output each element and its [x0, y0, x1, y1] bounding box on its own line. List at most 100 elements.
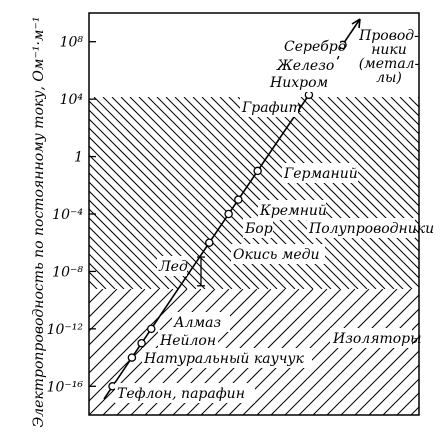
label-silver: Серебро	[284, 39, 346, 55]
label-natural-rubber: Натуральный каучук	[143, 351, 305, 367]
hatch-line	[336, 97, 419, 180]
material-point	[127, 353, 137, 362]
hatch-line	[270, 289, 398, 415]
hatch-line	[89, 289, 104, 304]
label-graphite: Графит	[241, 100, 302, 116]
label-copper-oxide: Окись меди	[233, 247, 320, 263]
conductors-label-line: (метал-	[359, 56, 420, 72]
hatch-line	[89, 118, 260, 289]
hatch-line	[354, 350, 419, 415]
material-point	[234, 195, 243, 204]
hatch-line	[381, 97, 419, 135]
semiconductors-label: Полупроводники	[307, 218, 434, 238]
semiconductor-hatch	[89, 97, 443, 289]
hatch-line	[89, 289, 174, 374]
hatch-line	[309, 97, 419, 207]
hatch-line	[237, 97, 419, 279]
hatch-line	[89, 289, 188, 388]
trend-arrow-right	[358, 18, 361, 29]
y-tick-label: 10⁻¹⁶	[47, 379, 84, 395]
material-point	[253, 166, 262, 176]
hatch-line	[326, 322, 419, 415]
hatch-line	[89, 136, 242, 289]
hatch-line	[210, 97, 404, 289]
y-tick-label: 10⁴	[60, 92, 84, 108]
label-nylon: Нейлон	[159, 333, 216, 349]
hatch-line	[312, 308, 419, 415]
hatch-line	[89, 190, 188, 289]
hatch-line	[89, 253, 125, 289]
hatch-line	[165, 97, 359, 289]
insulators-label-text: Изоляторы	[332, 331, 422, 347]
hatch-line	[246, 97, 419, 270]
hatch-line	[427, 97, 443, 289]
hatch-line	[89, 199, 179, 289]
hatch-line	[327, 97, 419, 189]
hatch-line	[89, 289, 132, 332]
label-diamond: Алмаз	[173, 315, 221, 331]
hatch-line	[89, 289, 160, 360]
conductors-label-line: Провод-	[358, 28, 419, 44]
y-tick-label: 10⁸	[60, 35, 84, 51]
hatch-line	[273, 97, 419, 243]
hatch-line	[89, 289, 146, 346]
hatch-line	[417, 97, 419, 99]
y-tick-label: 10⁻⁸	[52, 264, 83, 280]
hatch-line	[396, 392, 419, 415]
hatch-line	[354, 97, 419, 162]
material-point	[205, 238, 214, 247]
ice-range-marker	[197, 256, 205, 287]
hatch-line	[174, 97, 368, 289]
hatch-line	[89, 226, 152, 289]
label-silicon: Кремний	[259, 203, 327, 219]
label-nichrome: Нихром	[269, 75, 328, 91]
hatch-line	[382, 378, 419, 415]
hatch-line	[300, 97, 419, 216]
hatch-line	[318, 97, 419, 198]
hatch-line	[228, 97, 419, 288]
material-point	[304, 90, 314, 100]
hatch-line	[255, 97, 419, 261]
label-germanium: Германий	[283, 166, 358, 182]
hatch-line	[89, 262, 116, 289]
material-labels: Серебро Железо Нихром Графит Германий Кр…	[115, 36, 358, 403]
label-ice: Лед	[158, 259, 188, 275]
hatch-line	[284, 289, 412, 415]
hatch-line	[89, 271, 107, 289]
label-teflon-paraffin: Тефлон, парафин	[117, 386, 245, 402]
hatch-line	[201, 97, 395, 289]
hatch-line	[256, 289, 384, 415]
y-tick-label: 10⁻¹²	[47, 322, 84, 338]
material-point	[137, 338, 146, 348]
hatch-line	[372, 97, 419, 144]
hatch-line	[192, 97, 386, 289]
hatch-line	[183, 97, 377, 289]
trend-arrow-left	[351, 18, 361, 25]
label-boron: Бор	[244, 221, 273, 237]
hatch-line	[291, 97, 419, 225]
y-tick-label: 1	[74, 150, 83, 166]
hatch-line	[89, 289, 202, 402]
hatch-line	[264, 97, 419, 252]
insulators-label: Изоляторы	[330, 328, 422, 348]
hatch-line	[436, 97, 443, 289]
conductors-label: Провод- ники (метал- лы)	[358, 22, 420, 88]
hatch-line	[408, 97, 419, 108]
label-iron: Железо	[276, 58, 334, 74]
conductors-label-line: лы)	[376, 70, 402, 86]
conductors-label-line: ники	[371, 42, 407, 58]
hatch-line	[219, 97, 413, 289]
hatch-line	[89, 208, 170, 289]
y-axis: 10⁸ 10⁴ 1 10⁻⁴ 10⁻⁸ 10⁻¹² 10⁻¹⁶	[47, 35, 96, 395]
hatch-line	[390, 97, 419, 126]
material-point	[147, 324, 156, 334]
y-axis-label: Электропроводность по постоянному току, …	[31, 16, 47, 427]
hatch-line	[298, 294, 419, 415]
hatch-line	[425, 289, 443, 415]
hatch-line	[89, 244, 134, 289]
hatch-line	[89, 289, 118, 318]
hatch-line	[363, 97, 419, 153]
hatch-line	[368, 364, 419, 415]
hatch-line	[282, 97, 419, 234]
hatch-line	[89, 235, 143, 289]
